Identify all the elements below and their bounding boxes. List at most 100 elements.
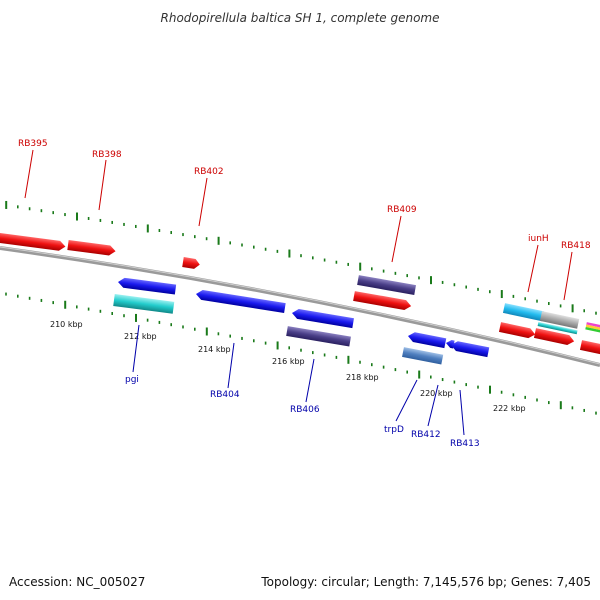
tick-mark bbox=[99, 309, 102, 313]
gene-rb402[interactable] bbox=[182, 257, 200, 270]
label-rb402[interactable]: RB402 bbox=[194, 167, 224, 227]
tick-mark bbox=[158, 228, 161, 232]
gene-label: RB402 bbox=[194, 167, 224, 177]
label-rb412[interactable]: RB412 bbox=[411, 384, 441, 440]
gene-iunh[interactable] bbox=[502, 303, 545, 322]
tick-mark bbox=[288, 346, 290, 350]
map-title: Rhodopirellula baltica SH 1, complete ge… bbox=[161, 11, 440, 25]
tick-mark bbox=[146, 318, 149, 322]
tick-mark bbox=[430, 375, 432, 379]
gene-rb398[interactable] bbox=[67, 240, 116, 256]
gene-rb418-a[interactable] bbox=[498, 322, 536, 339]
tick-mark bbox=[5, 200, 8, 209]
label-pgi[interactable]: pgi bbox=[125, 324, 140, 385]
tick-mark bbox=[28, 207, 31, 211]
gene-trpd[interactable] bbox=[402, 347, 444, 365]
tick-mark bbox=[583, 309, 585, 313]
tick-mark bbox=[52, 301, 54, 305]
tick-mark bbox=[64, 300, 67, 309]
tick-mark bbox=[489, 290, 491, 294]
tick-mark bbox=[300, 348, 302, 352]
tick-mark bbox=[524, 395, 526, 399]
reverse-gene-labels: pgi RB404 RB406 trpD RB412 RB413 bbox=[125, 324, 480, 449]
tick-mark bbox=[583, 408, 585, 412]
gene-rb409[interactable] bbox=[353, 291, 412, 311]
tick-mark bbox=[548, 401, 550, 405]
tick-mark bbox=[512, 393, 515, 397]
tick-mark bbox=[406, 370, 408, 374]
tick-mark bbox=[194, 327, 196, 331]
tick-mark bbox=[276, 249, 279, 253]
tick-track-bottom bbox=[5, 292, 597, 415]
tick-mark bbox=[347, 262, 349, 266]
gene-label: RB418 bbox=[561, 241, 591, 251]
tick-mark bbox=[182, 233, 184, 237]
ruler-label: 210 kbp bbox=[50, 320, 83, 329]
tick-mark bbox=[264, 341, 267, 345]
tick-mark bbox=[17, 294, 19, 298]
tick-mark bbox=[524, 297, 526, 301]
tick-mark bbox=[205, 237, 208, 241]
label-rb413[interactable]: RB413 bbox=[450, 389, 480, 449]
gene-rb404[interactable] bbox=[195, 289, 286, 314]
tick-mark bbox=[205, 327, 208, 336]
tick-mark bbox=[135, 313, 137, 322]
tick-mark bbox=[146, 224, 149, 233]
ruler-label: 216 kbp bbox=[272, 357, 305, 366]
gene-rb420[interactable] bbox=[579, 340, 600, 356]
tick-mark bbox=[559, 401, 562, 410]
tick-mark bbox=[87, 216, 90, 220]
label-rb398[interactable]: RB398 bbox=[92, 150, 122, 211]
label-trpd[interactable]: trpD bbox=[384, 379, 418, 435]
tick-mark bbox=[229, 334, 231, 338]
tick-mark bbox=[276, 341, 279, 350]
genome-backbone bbox=[0, 246, 600, 367]
ruler-label: 212 kbp bbox=[124, 332, 157, 341]
gene-stripes[interactable] bbox=[585, 322, 600, 334]
label-rb409[interactable]: RB409 bbox=[387, 205, 417, 263]
tick-mark bbox=[76, 305, 78, 309]
gene-cyan-small[interactable] bbox=[537, 322, 578, 335]
tick-mark bbox=[441, 280, 444, 284]
tick-mark bbox=[87, 307, 90, 311]
tick-mark bbox=[500, 390, 503, 394]
tick-mark bbox=[64, 213, 66, 217]
label-iunh[interactable]: iunH bbox=[527, 234, 549, 293]
tick-mark bbox=[40, 298, 43, 302]
tick-mark bbox=[111, 311, 113, 315]
tick-mark bbox=[418, 276, 420, 280]
gene-rb406[interactable] bbox=[286, 326, 351, 347]
tick-mark bbox=[489, 385, 491, 394]
tick-mark bbox=[382, 365, 385, 369]
gene-rb409-dark[interactable] bbox=[357, 275, 416, 295]
tick-mark bbox=[347, 355, 350, 364]
tick-mark bbox=[536, 299, 538, 303]
gene-rb395[interactable] bbox=[0, 230, 66, 251]
tick-mark bbox=[571, 304, 574, 313]
tick-mark bbox=[418, 370, 421, 379]
gene-pgi[interactable] bbox=[113, 294, 175, 314]
gene-pgi-blue[interactable] bbox=[117, 277, 177, 295]
reverse-strand-genes bbox=[113, 277, 490, 365]
label-rb404[interactable]: RB404 bbox=[210, 342, 240, 400]
gene-grey[interactable] bbox=[539, 311, 580, 329]
tick-mark bbox=[158, 320, 161, 324]
tick-mark bbox=[465, 285, 467, 289]
label-rb395[interactable]: RB395 bbox=[18, 139, 48, 199]
tick-mark bbox=[536, 398, 538, 402]
tick-mark bbox=[40, 209, 43, 213]
tick-mark bbox=[264, 247, 267, 251]
tick-mark bbox=[477, 287, 479, 291]
tick-track-top bbox=[5, 200, 597, 315]
label-rb406[interactable]: RB406 bbox=[290, 358, 320, 415]
gene-rb406-blue[interactable] bbox=[291, 308, 354, 329]
tick-mark bbox=[300, 254, 302, 258]
forward-strand-genes bbox=[0, 230, 600, 356]
gene-rb413[interactable] bbox=[450, 340, 490, 358]
label-rb418[interactable]: RB418 bbox=[561, 241, 591, 301]
genome-summary-text: Topology: circular; Length: 7,145,576 bp… bbox=[260, 575, 591, 589]
gene-rb418-b[interactable] bbox=[533, 328, 575, 346]
tick-mark bbox=[335, 355, 338, 359]
tick-mark bbox=[241, 243, 243, 247]
gene-trpd-blue[interactable] bbox=[407, 331, 447, 349]
